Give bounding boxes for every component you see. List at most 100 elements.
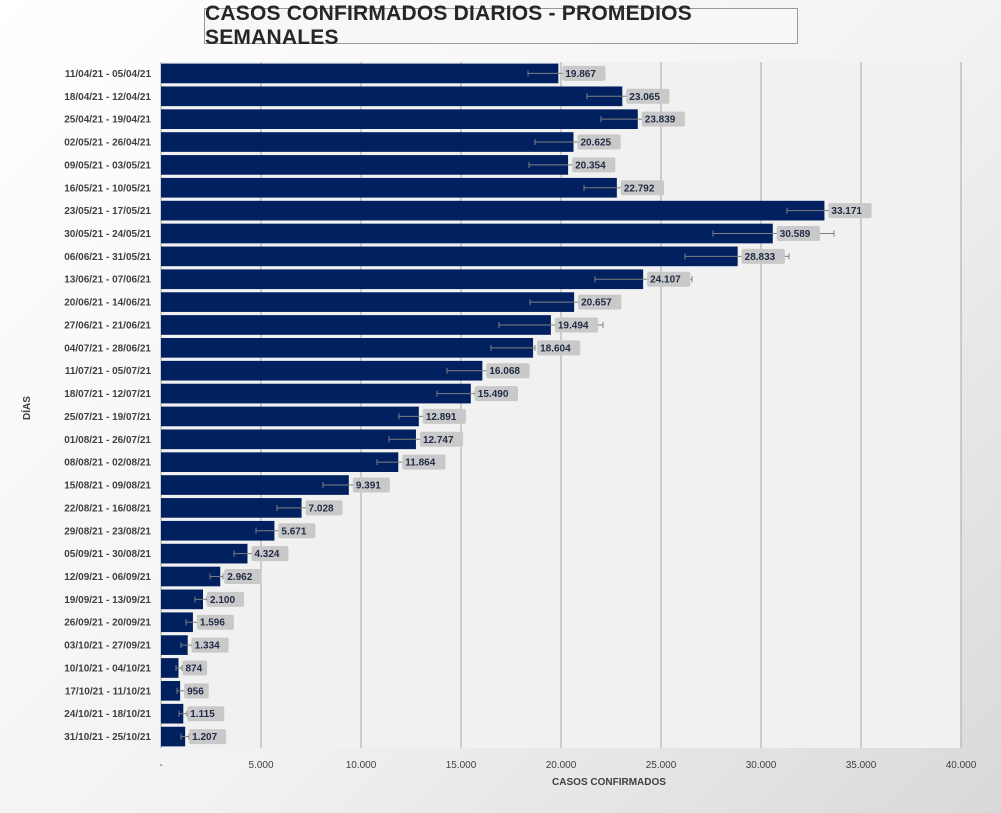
bar	[161, 703, 184, 724]
data-label: 1.334	[195, 641, 220, 652]
data-label-box	[305, 500, 343, 516]
category-label: 17/10/21 - 11/10/21	[65, 686, 152, 697]
bar	[161, 338, 534, 358]
data-label-box	[647, 271, 691, 287]
data-label-box	[182, 660, 208, 676]
data-label-box	[741, 248, 785, 264]
data-labels: 19.867 23.065 23.839 20.625 20.354 22.792 33.1…	[175, 65, 872, 745]
y-axis-title: DÍAS	[20, 396, 33, 420]
bar	[161, 269, 644, 290]
bar	[161, 429, 416, 450]
category-labels: 11/04/21 - 05/04/21 18/04/21 - 12/04/21 25…	[64, 69, 151, 743]
category-label: 05/09/21 - 30/08/21	[64, 549, 151, 560]
bar	[161, 223, 773, 244]
category-label: 31/10/21 - 25/10/21	[64, 732, 151, 743]
bar	[161, 726, 186, 747]
data-label-box	[419, 431, 464, 447]
data-label: 1.596	[200, 618, 225, 629]
category-label: 03/10/21 - 27/09/21	[64, 641, 151, 652]
bar	[161, 406, 419, 427]
category-label: 16/05/21 - 10/05/21	[64, 183, 151, 194]
category-label: 15/08/21 - 09/08/21	[64, 481, 151, 492]
data-label-box	[572, 157, 616, 173]
x-tick-labels: - 5.000 10.000 15.000 20.000 25.000 30.000 35.0…	[159, 760, 976, 771]
bar	[161, 475, 349, 495]
data-label-box	[776, 226, 820, 241]
chart-title: CASOS CONFIRMADOS DIARIOS - PROMEDIOS SE…	[204, 2, 798, 49]
data-label-box	[187, 706, 225, 722]
data-label-box	[577, 134, 621, 150]
data-label: 7.028	[309, 503, 334, 514]
category-label: 10/10/21 - 04/10/21	[64, 663, 151, 674]
bar	[161, 520, 275, 541]
data-label: 23.065	[629, 92, 660, 103]
category-label: 25/04/21 - 19/04/21	[64, 115, 151, 126]
data-label: 2.100	[210, 595, 235, 606]
data-label: 2.962	[227, 572, 252, 583]
x-tick-label: 20.000	[546, 760, 577, 771]
data-label: 30.589	[780, 229, 811, 240]
category-label: 11/04/21 - 05/04/21	[65, 69, 152, 80]
category-label: 12/09/21 - 06/09/21	[64, 572, 151, 583]
bar	[161, 566, 221, 587]
bar	[161, 315, 551, 335]
data-label: 28.833	[745, 252, 776, 263]
data-label-box	[422, 408, 467, 424]
category-label: 13/06/21 - 07/06/21	[64, 275, 151, 286]
data-label-box	[196, 614, 234, 630]
data-label: 19.494	[558, 320, 589, 331]
bar	[161, 498, 302, 518]
x-axis-title: CASOS CONFIRMADOS	[552, 777, 666, 788]
data-label-box	[554, 317, 599, 333]
data-label: 18.604	[540, 343, 571, 354]
data-label-box	[537, 340, 581, 356]
data-label-box	[641, 111, 685, 127]
category-label: 27/06/21 - 21/06/21	[64, 320, 151, 331]
data-label-box	[620, 180, 665, 196]
data-label-box	[562, 65, 606, 81]
category-label: 23/05/21 - 17/05/21	[64, 206, 151, 217]
data-label-box	[191, 637, 229, 653]
category-label: 04/07/21 - 28/06/21	[64, 343, 151, 354]
data-label: 5.671	[281, 526, 306, 537]
category-label: 22/08/21 - 16/08/21	[64, 503, 151, 514]
data-label: 1.207	[192, 732, 217, 743]
x-tick-label: 25.000	[646, 760, 677, 771]
bar	[161, 635, 188, 655]
data-label: 4.324	[254, 549, 279, 560]
bar	[161, 109, 638, 129]
bar	[161, 177, 617, 198]
data-label: 956	[187, 686, 204, 697]
bar	[161, 155, 569, 175]
data-label: 24.107	[650, 275, 681, 286]
data-label: 33.171	[831, 206, 862, 217]
data-label: 874	[185, 663, 202, 674]
data-label-box	[626, 88, 670, 104]
category-label: 29/08/21 - 23/08/21	[64, 526, 151, 537]
gridlines	[160, 62, 962, 748]
data-label: 22.792	[624, 183, 655, 194]
data-label: 19.867	[565, 69, 596, 80]
data-label-box	[278, 523, 316, 539]
data-label-box	[224, 569, 262, 584]
category-label: 26/09/21 - 20/09/21	[64, 618, 151, 629]
bar	[161, 543, 248, 564]
category-label: 18/04/21 - 12/04/21	[64, 92, 151, 103]
bar	[161, 452, 399, 472]
data-label-box	[189, 729, 227, 745]
data-label-box	[352, 477, 390, 493]
data-label-box	[207, 591, 244, 607]
bar	[161, 612, 193, 633]
data-label: 20.625	[581, 138, 612, 149]
bar	[161, 383, 471, 404]
bar	[161, 658, 179, 678]
category-label: 20/06/21 - 14/06/21	[64, 298, 151, 309]
data-label-box	[184, 683, 209, 699]
data-label-box	[578, 294, 622, 310]
data-label-box	[251, 546, 289, 562]
data-label: 23.839	[645, 115, 676, 126]
bar	[161, 63, 559, 84]
data-label: 1.115	[190, 709, 215, 720]
category-label: 02/05/21 - 26/04/21	[64, 138, 151, 149]
